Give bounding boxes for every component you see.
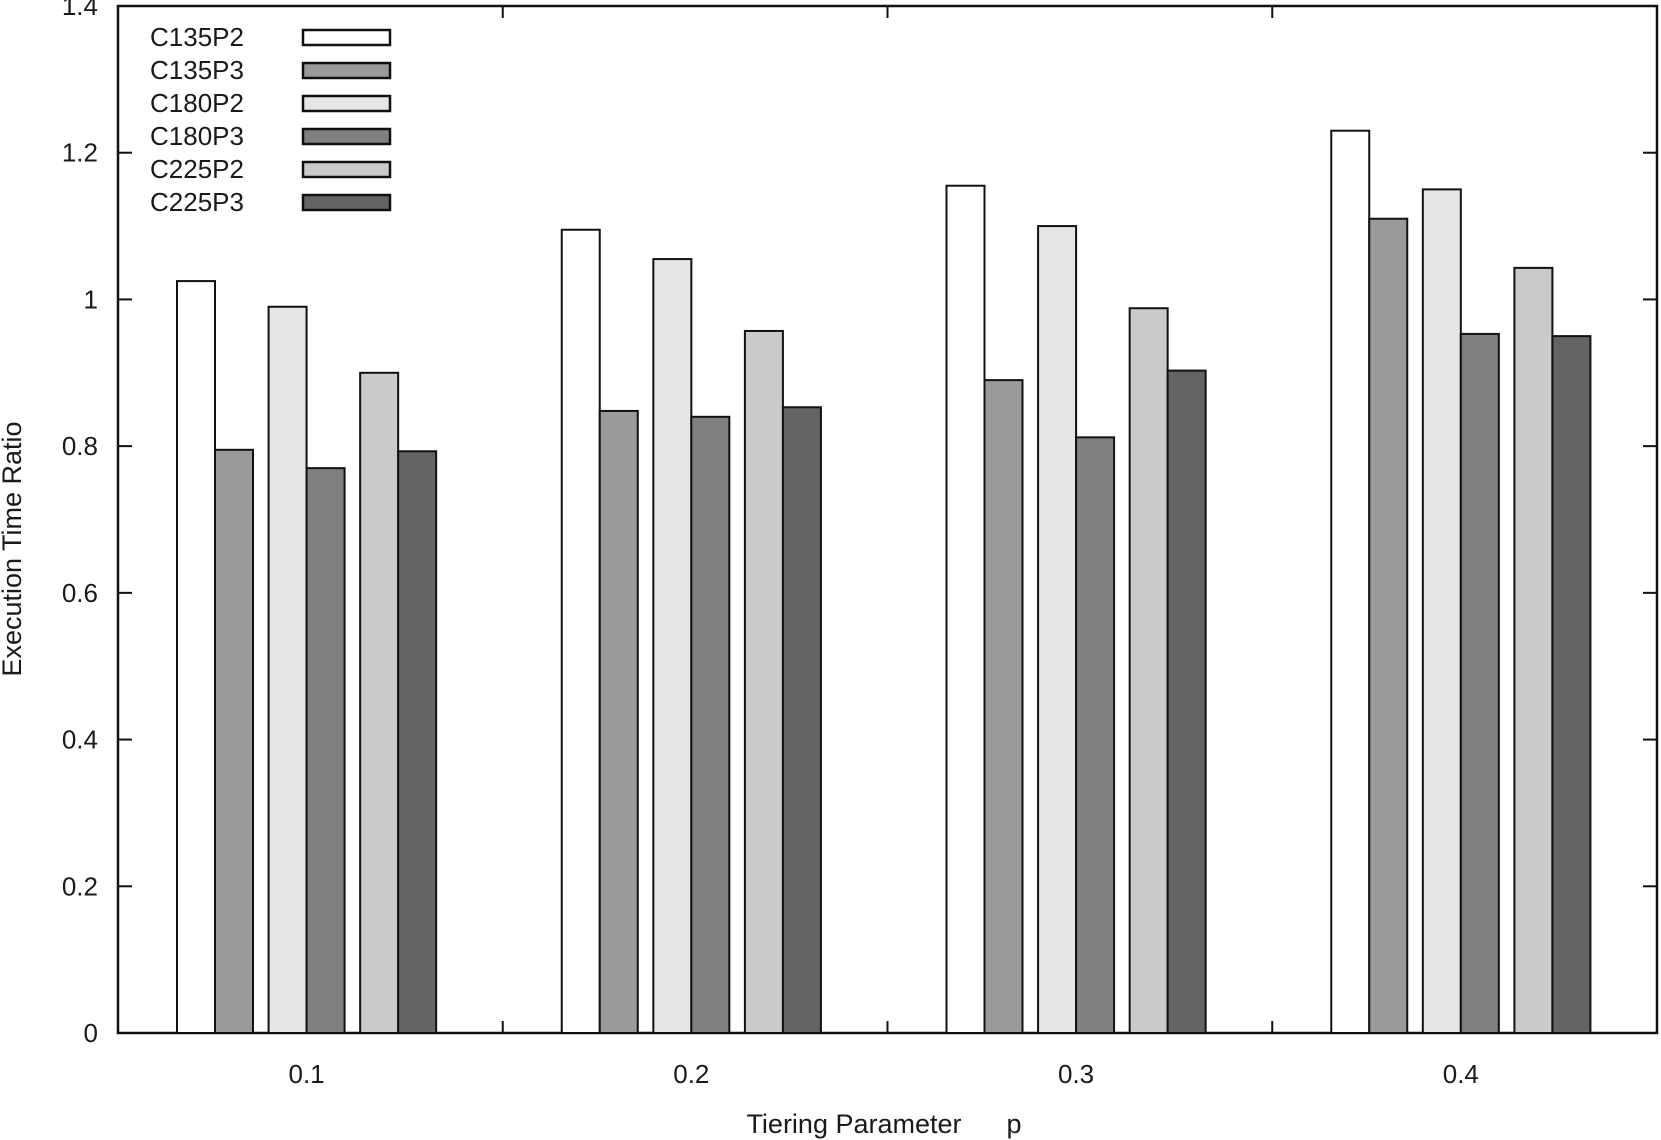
bar-c135p2-p02 — [560, 228, 601, 1035]
x-axis-title: Tiering Parameter p — [746, 1109, 1021, 1139]
legend-label: C225P3 — [150, 187, 244, 217]
y-axis-title: Execution Time Ratio — [0, 421, 27, 676]
bar-c225p3-p01 — [397, 450, 438, 1035]
bar-c180p2-p04 — [1421, 188, 1462, 1034]
legend-swatch — [301, 127, 392, 146]
y-tick-label: 0.4 — [62, 725, 98, 755]
legend-swatch — [301, 193, 392, 212]
bar-c180p3-p04 — [1459, 332, 1500, 1034]
bars: 0.1 0.2 0.3 0.4 — [176, 129, 1592, 1089]
x-tick-label: 0.2 — [673, 1059, 709, 1089]
bar-c135p3-p04 — [1368, 217, 1409, 1034]
bar-c180p3-p01 — [305, 467, 346, 1034]
legend-label: C180P3 — [150, 121, 244, 151]
bar-c135p2-p03 — [945, 184, 986, 1035]
x-tick-label: 0.3 — [1058, 1059, 1094, 1089]
bar-c180p2-p02 — [652, 258, 693, 1034]
bar-c180p3-p03 — [1075, 436, 1116, 1034]
bar-c135p3-p03 — [983, 379, 1024, 1035]
bar-c180p2-p03 — [1037, 225, 1078, 1035]
bar-c225p3-p02 — [781, 406, 822, 1035]
legend-swatch — [301, 94, 392, 113]
bar-c225p2-p02 — [743, 329, 784, 1034]
legend-swatch — [301, 160, 392, 179]
legend-label: C135P3 — [150, 55, 244, 85]
legend-swatch — [301, 28, 392, 47]
x-tick-label: 0.1 — [289, 1059, 325, 1089]
y-tick-label: 1 — [84, 284, 98, 314]
axes: 0 0.2 0.4 0.6 0.8 1 1.2 1.4 — [62, 0, 1659, 1048]
y-tick-label: 1.2 — [62, 138, 98, 168]
y-tick-label: 0 — [84, 1018, 98, 1048]
y-tick-label: 0.8 — [62, 431, 98, 461]
x-tick-label: 0.4 — [1443, 1059, 1479, 1089]
bar-c225p2-p04 — [1513, 266, 1554, 1034]
bar-c225p2-p03 — [1128, 307, 1169, 1034]
bar-c135p3-p01 — [214, 448, 254, 1034]
bar-c180p3-p02 — [690, 415, 731, 1034]
bar-c135p2-p01 — [176, 280, 216, 1034]
y-tick-label: 1.4 — [62, 0, 98, 21]
bar-c135p2-p04 — [1330, 129, 1371, 1034]
bar-c225p2-p01 — [359, 371, 400, 1034]
legend-swatch — [301, 61, 392, 80]
bar-c180p2-p01 — [267, 305, 308, 1034]
legend-label: C135P2 — [150, 22, 244, 52]
bar-c135p3-p02 — [598, 409, 639, 1034]
legend-label: C180P2 — [150, 88, 244, 118]
bar-c225p3-p04 — [1551, 335, 1592, 1035]
bar-c225p3-p03 — [1166, 369, 1207, 1034]
y-tick-label: 0.2 — [62, 871, 98, 901]
y-tick-label: 0.6 — [62, 578, 98, 608]
legend-label: C225P2 — [150, 154, 244, 184]
